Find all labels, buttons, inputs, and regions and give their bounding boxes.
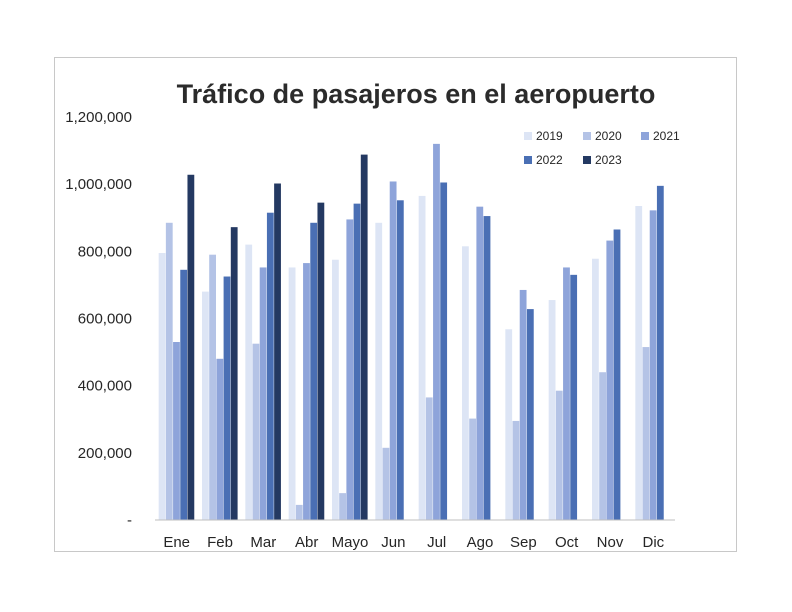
bar-2020-Abr (295, 504, 303, 520)
bar-2022-Mayo (353, 203, 361, 520)
bar-2022-Jul (440, 182, 448, 521)
bar-2019-Mar (245, 244, 253, 520)
legend-label: 2022 (536, 153, 563, 167)
x-tick-label: Jun (381, 534, 405, 551)
bar-2020-Mayo (339, 493, 346, 520)
series-2023 (187, 154, 368, 521)
series-2022 (180, 182, 664, 521)
bar-2019-Oct (548, 300, 556, 520)
x-tick-label: Mayo (332, 534, 369, 551)
bar-2019-Abr (288, 267, 296, 520)
bar-2022-Mar (266, 212, 274, 520)
legend-label: 2021 (653, 129, 680, 143)
bar-2019-Feb (202, 291, 209, 520)
bar-2021-Ago (476, 206, 484, 521)
bar-2020-Nov (599, 372, 606, 520)
x-tick-label: Ago (467, 534, 494, 551)
bar-2021-Mayo (346, 219, 354, 520)
bar-2020-Dic (642, 347, 650, 520)
bar-2022-Ene (180, 269, 188, 520)
legend-swatch (524, 156, 532, 164)
bar-2022-Abr (310, 222, 318, 521)
bar-2020-Jun (382, 447, 390, 520)
bar-2023-Mar (274, 183, 281, 520)
bar-2020-Ene (165, 222, 173, 521)
bar-2021-Feb (216, 358, 224, 520)
bar-2022-Jun (396, 200, 404, 521)
y-axis: - 200,000 400,000 600,000 800,000 1,000,000 1,… (65, 109, 132, 529)
x-tick-label: Oct (555, 534, 579, 551)
legend-item-2021: 2021 (641, 129, 680, 143)
bar-2020-Jul (425, 397, 433, 520)
bar-2022-Oct (570, 274, 578, 520)
bar-series-group (158, 143, 664, 521)
y-tick-label: 1,000,000 (65, 176, 132, 193)
series-2020 (165, 222, 650, 521)
bar-2021-Jun (389, 181, 397, 521)
bar-2021-Mar (259, 267, 267, 520)
bar-2022-Feb (223, 276, 231, 520)
legend-label: 2020 (595, 129, 622, 143)
bar-2019-Ene (158, 253, 166, 520)
bar-2020-Sep (512, 420, 520, 520)
bar-2022-Ago (483, 216, 491, 520)
legend: 2019 2020 2021 2022 2023 (524, 129, 680, 167)
x-tick-label: Nov (597, 534, 624, 551)
legend-swatch (524, 132, 532, 140)
series-2021 (173, 143, 657, 521)
bar-2019-Ago (462, 246, 469, 521)
bar-2021-Sep (519, 289, 527, 520)
y-tick-label: 1,200,000 (65, 109, 132, 126)
bar-2020-Ago (469, 418, 476, 520)
legend-item-2023: 2023 (583, 153, 622, 167)
x-tick-label: Sep (510, 534, 537, 551)
bar-2019-Jun (375, 222, 383, 521)
bar-2023-Mayo (360, 154, 368, 521)
bar-2020-Oct (555, 390, 563, 520)
bar-2019-Sep (505, 329, 513, 520)
bar-2020-Feb (209, 254, 216, 520)
legend-item-2020: 2020 (583, 129, 622, 143)
y-tick-label: 400,000 (78, 378, 132, 395)
x-tick-label: Feb (207, 534, 233, 551)
legend-item-2022: 2022 (524, 153, 563, 167)
x-tick-label: Dic (642, 534, 664, 551)
bar-2023-Ene (187, 174, 195, 520)
legend-swatch (641, 132, 649, 140)
bar-2021-Nov (606, 240, 614, 520)
bar-2021-Ene (173, 342, 180, 520)
legend-swatch (583, 156, 591, 164)
series-2019 (158, 195, 643, 521)
y-tick-label: 600,000 (78, 311, 132, 328)
legend-swatch (583, 132, 591, 140)
bar-2022-Nov (613, 229, 621, 520)
bar-2021-Dic (649, 210, 657, 521)
y-tick-label: - (127, 512, 132, 529)
y-tick-label: 800,000 (78, 243, 132, 260)
bar-2020-Mar (252, 343, 260, 520)
legend-label: 2019 (536, 129, 563, 143)
bar-2019-Mayo (332, 259, 339, 520)
legend-label: 2023 (595, 153, 622, 167)
x-tick-label: Jul (427, 534, 446, 551)
bar-2022-Dic (656, 185, 664, 520)
legend-item-2019: 2019 (524, 129, 563, 143)
bar-2022-Sep (526, 309, 534, 520)
chart-title: Tráfico de pasajeros en el aeropuerto (177, 79, 656, 109)
bar-2019-Nov (592, 258, 599, 520)
bar-2021-Abr (303, 263, 310, 520)
x-tick-label: Ene (163, 534, 190, 551)
bar-2021-Oct (563, 267, 570, 520)
bar-2023-Abr (317, 202, 325, 520)
bar-2021-Jul (433, 143, 440, 520)
bar-2019-Dic (635, 206, 643, 520)
y-tick-label: 200,000 (78, 445, 132, 462)
x-axis: Ene Feb Mar Abr Mayo Jun Jul Ago Sep Oct Nov Dic (163, 534, 664, 551)
bar-2023-Feb (230, 227, 238, 520)
bar-2019-Jul (418, 195, 426, 521)
x-tick-label: Mar (250, 534, 276, 551)
x-tick-label: Abr (295, 534, 318, 551)
